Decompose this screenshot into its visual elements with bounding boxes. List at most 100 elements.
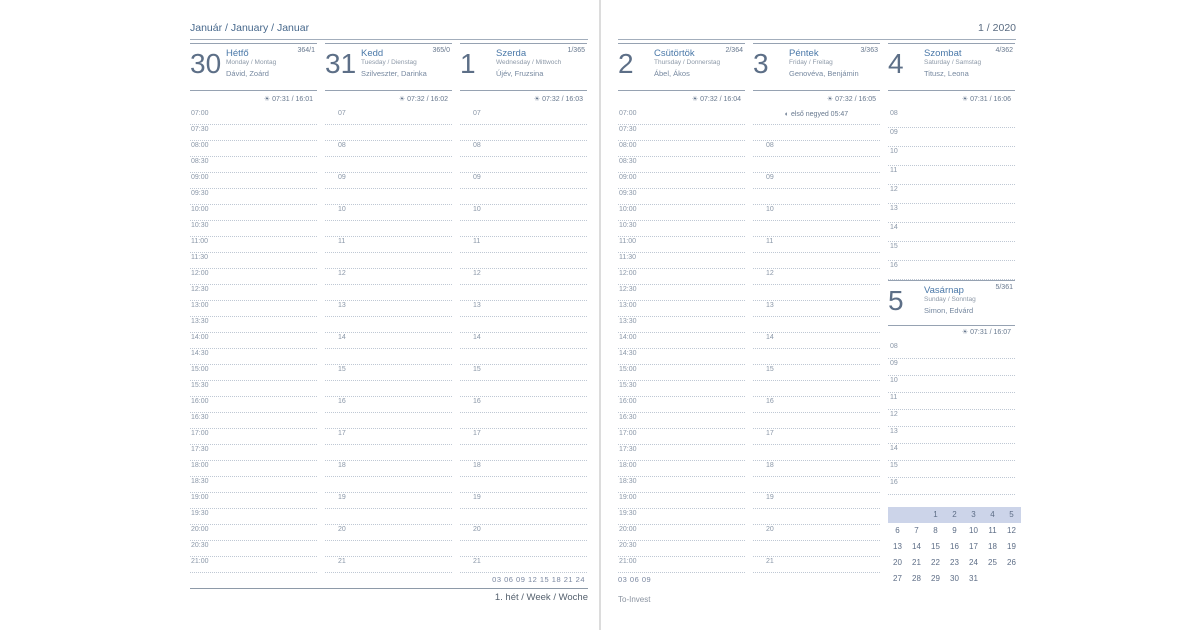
hour-label: 12	[766, 270, 774, 277]
mini-calendar-day: 13	[893, 542, 902, 551]
time-label: 12:30	[619, 286, 637, 293]
time-slot-row: 17:30	[618, 445, 745, 461]
time-slot-row	[460, 125, 587, 141]
time-slot-row: 18	[753, 461, 880, 477]
hour-label: 16	[766, 398, 774, 405]
time-label: 16:30	[619, 414, 637, 421]
hour-label: 14	[890, 445, 898, 452]
mini-calendar-day: 11	[988, 526, 997, 535]
time-slot-row	[325, 477, 452, 493]
time-slot-row: 11:00	[618, 237, 745, 253]
time-label: 17:00	[191, 430, 209, 437]
right-page-columns: 2 Csütörtök Thursday / Donnerstag Ábel, Áko…	[618, 43, 1021, 587]
time-slot-row: 09:30	[190, 189, 317, 205]
time-label: 14:00	[619, 334, 637, 341]
hour-label: 19	[766, 494, 774, 501]
time-slot-row: 16	[753, 397, 880, 413]
time-slot-row: 14	[753, 333, 880, 349]
namedays: Szilveszter, Darinka	[361, 69, 427, 78]
hour-label: 17	[766, 430, 774, 437]
time-label: 15:00	[619, 366, 637, 373]
time-slot-row	[325, 509, 452, 525]
hour-label: 14	[338, 334, 346, 341]
sunrise-sunset-row: ☀ 07:31 / 16:06	[888, 91, 1015, 109]
time-label: 21:00	[191, 558, 209, 565]
mini-calendar-week: 1 2 3 4 5	[888, 507, 1021, 523]
time-slot-row: 15:00	[190, 365, 317, 381]
sunrise-sunset-icon: ☀	[826, 96, 834, 103]
time-slot-row: 10:30	[618, 221, 745, 237]
time-slot-row: 13	[753, 301, 880, 317]
time-slot-row: 16	[460, 397, 587, 413]
day-header-saturday: 4 Szombat Saturday / Samstag Titusz, Leona 4…	[888, 43, 1015, 91]
time-slot-row	[325, 317, 452, 333]
mini-calendar-day: 22	[931, 558, 940, 567]
time-slot-row: 20	[460, 525, 587, 541]
day-number: 2	[618, 48, 634, 79]
time-label: 15:30	[619, 382, 637, 389]
time-slot-row	[753, 509, 880, 525]
mini-calendar-day: 24	[969, 558, 978, 567]
time-label: 14:30	[619, 350, 637, 357]
time-slot-row: 10	[753, 205, 880, 221]
time-label: 07:30	[191, 126, 209, 133]
mini-calendar-day: 30	[950, 574, 959, 583]
mini-calendar-day: 6	[895, 526, 900, 535]
mini-calendar-day	[888, 507, 907, 523]
day-header-text: Péntek Friday / Freitag Genovéva, Benjámin	[789, 47, 880, 90]
time-slot-row: 17	[460, 429, 587, 445]
time-slot-row: 21	[325, 557, 452, 573]
moon-phase-row: ◐ első negyed 05:47	[753, 109, 880, 125]
time-slot-row: 07	[460, 109, 587, 125]
mini-calendar-day: 26	[1007, 558, 1016, 567]
time-slot-row: 11	[888, 166, 1015, 185]
day-of-year-counter: 3/363	[860, 47, 878, 54]
time-slot-row: 07:00	[190, 109, 317, 125]
time-slot-row	[460, 381, 587, 397]
time-slot-row: 11	[753, 237, 880, 253]
sunrise-sunset-times: 07:31 / 16:01	[272, 96, 313, 103]
time-slot-row: 14:00	[618, 333, 745, 349]
mini-calendar-day: 27	[893, 574, 902, 583]
hour-label: 11	[338, 238, 346, 245]
time-slot-row	[753, 541, 880, 557]
time-slot-row	[460, 317, 587, 333]
time-label: 13:30	[191, 318, 209, 325]
day-column-wednesday: 1 Szerda Wednesday / Mittwoch Újév, Fruzsin…	[460, 43, 587, 584]
time-slot-row	[753, 317, 880, 333]
time-slot-row: 08	[888, 342, 1015, 359]
left-page-columns: 30 Hétfő Monday / Montag Dávid, Zoárd 364/1 ☀…	[190, 43, 588, 584]
time-label: 19:30	[191, 510, 209, 517]
time-slot-row: 08	[325, 141, 452, 157]
time-slot-row: 08:00	[618, 141, 745, 157]
time-slot-row: 19:30	[190, 509, 317, 525]
time-label: 17:00	[619, 430, 637, 437]
time-slot-row: 09:00	[618, 173, 745, 189]
day-of-year-counter: 364/1	[297, 47, 315, 54]
mini-calendar-week: 20 21 22 23 24 25 26	[888, 555, 1021, 571]
time-label: 11:00	[191, 238, 208, 245]
time-slot-row	[325, 413, 452, 429]
sunrise-sunset-icon: ☀	[398, 96, 406, 103]
day-name-hungarian: Csütörtök	[654, 48, 695, 59]
day-name-english-german: Wednesday / Mittwoch	[496, 59, 562, 66]
namedays: Genovéva, Benjámin	[789, 69, 859, 78]
mini-calendar-day: 12	[1007, 526, 1016, 535]
time-slot-row: 16	[325, 397, 452, 413]
hour-ruler: 03 06 09	[618, 575, 652, 584]
time-slot-row	[460, 189, 587, 205]
time-slot-row: 12	[888, 185, 1015, 204]
time-slot-row: 10	[325, 205, 452, 221]
time-slot-row	[325, 253, 452, 269]
sunrise-sunset-times: 07:32 / 16:05	[835, 96, 876, 103]
hour-label: 08	[766, 142, 774, 149]
time-grid-half-hour: 07:00 07:30 08:00 08:30 09:00 09:30 10:00 10:30…	[190, 109, 317, 573]
time-label: 09:00	[191, 174, 209, 181]
namedays: Simon, Edvárd	[924, 306, 974, 315]
sunrise-sunset-icon: ☀	[961, 329, 969, 336]
hour-label: 18	[338, 462, 346, 469]
day-header-text: Szerda Wednesday / Mittwoch Újév, Fruzsina	[496, 47, 587, 90]
mini-calendar-week: 6 7 8 9 10 11 12	[888, 523, 1021, 539]
time-slot-row: 10	[888, 147, 1015, 166]
